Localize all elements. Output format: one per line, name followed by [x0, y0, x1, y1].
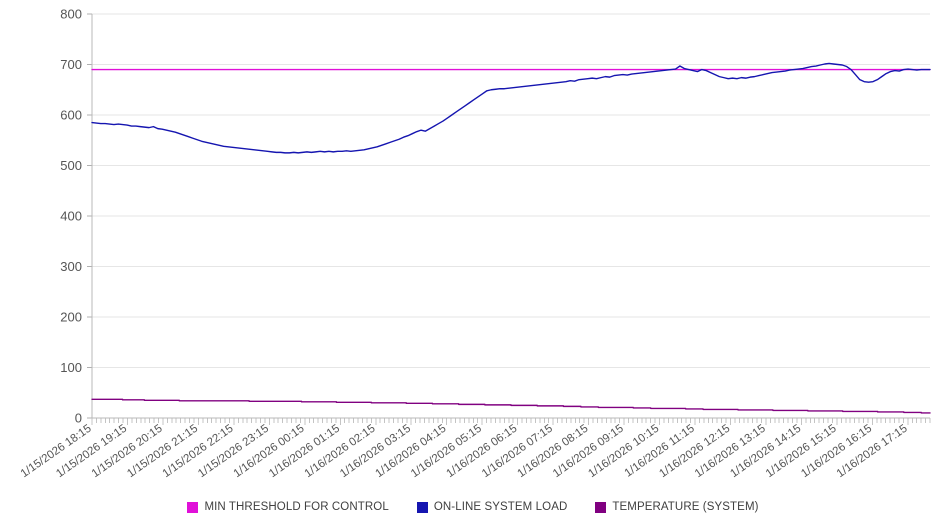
y-tick-label: 600 [60, 108, 82, 123]
y-tick-label: 200 [60, 310, 82, 325]
y-tick-label: 500 [60, 158, 82, 173]
y-tick-label: 300 [60, 259, 82, 274]
legend-label: MIN THRESHOLD FOR CONTROL [204, 501, 389, 513]
chart-legend: MIN THRESHOLD FOR CONTROL ON-LINE SYSTEM … [0, 496, 946, 518]
legend-item-1[interactable]: ON-LINE SYSTEM LOAD [416, 501, 568, 513]
legend-label: TEMPERATURE (SYSTEM) [612, 501, 759, 513]
legend-swatch-icon [595, 501, 607, 513]
y-tick-label: 100 [60, 360, 82, 375]
plot-area: 0 100 200 300 400 500 600 700 800 1/15/2026 18:1… [19, 7, 931, 481]
legend-label: ON-LINE SYSTEM LOAD [433, 501, 568, 513]
x-axis-labels: 1/15/2026 18:151/15/2026 19:151/15/2026 … [19, 423, 910, 481]
x-axis-minor-ticks [91, 418, 931, 425]
legend-swatch-icon [187, 501, 199, 513]
series-line-2 [91, 398, 931, 414]
gridlines [92, 13, 930, 419]
legend-item-2[interactable]: TEMPERATURE (SYSTEM) [595, 501, 758, 513]
data-series [91, 62, 931, 414]
y-tick-label: 0 [75, 411, 82, 426]
legend-item-0[interactable]: MIN THRESHOLD FOR CONTROL [187, 501, 389, 513]
legend-swatch-icon [416, 501, 428, 513]
series-line-1 [91, 62, 931, 154]
axis-lines [91, 14, 930, 419]
y-tick-label: 800 [60, 7, 82, 22]
y-tick-label: 700 [60, 57, 82, 72]
y-tick-label: 400 [60, 209, 82, 224]
y-axis-ticks: 0 100 200 300 400 500 600 700 800 [60, 7, 92, 426]
